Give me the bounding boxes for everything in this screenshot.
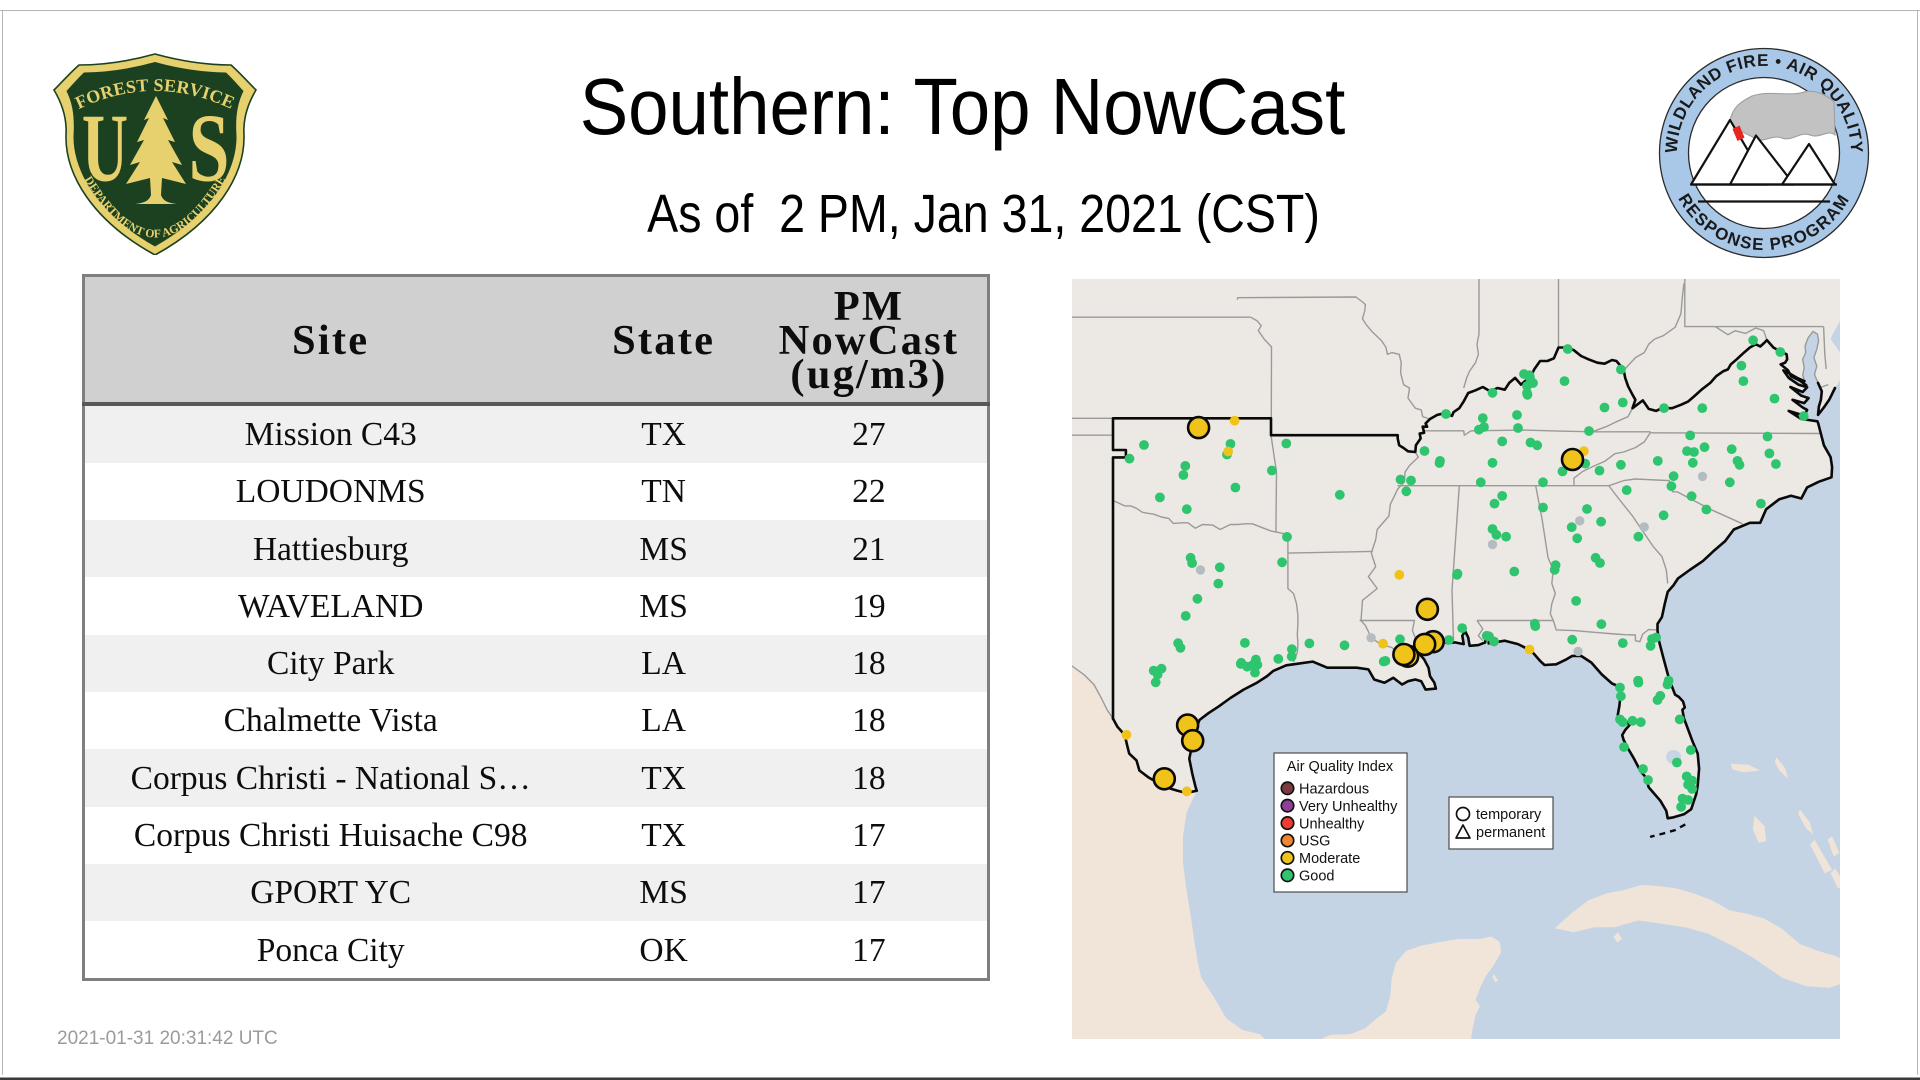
svg-text:Unhealthy: Unhealthy (1299, 816, 1365, 832)
svg-text:temporary: temporary (1476, 807, 1542, 823)
svg-text:USG: USG (1299, 834, 1330, 850)
svg-text:S: S (189, 94, 230, 202)
svg-text:Moderate: Moderate (1299, 851, 1360, 867)
svg-text:Hazardous: Hazardous (1299, 782, 1369, 798)
svg-text:Air Quality Index: Air Quality Index (1287, 759, 1394, 775)
svg-text:Good: Good (1299, 869, 1334, 885)
svg-text:Very Unhealthy: Very Unhealthy (1299, 799, 1398, 815)
svg-text:permanent: permanent (1476, 825, 1545, 841)
svg-text:U: U (82, 94, 128, 201)
